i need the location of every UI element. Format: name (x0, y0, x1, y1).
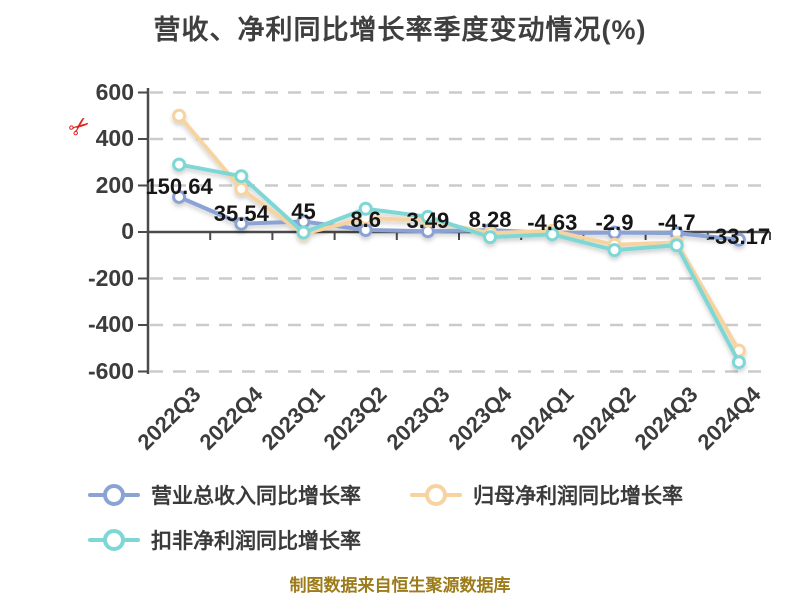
data-series (172, 108, 746, 370)
data-point[interactable] (172, 108, 187, 123)
y-tick-label: 600 (95, 78, 134, 105)
data-point[interactable] (545, 227, 560, 242)
legend-label: 扣非净利润同比增长率 (151, 530, 361, 553)
y-tick-label: -400 (87, 311, 134, 338)
data-point[interactable] (420, 209, 435, 224)
data-point[interactable] (234, 181, 249, 196)
data-point-label: -2.9 (595, 209, 634, 235)
legend-item-net-profit[interactable]: 归母净利润同比增长率 (410, 480, 683, 510)
legend-circle-icon (103, 529, 125, 551)
data-point-label: 8.6 (350, 207, 381, 232)
data-point[interactable] (172, 189, 187, 204)
legend-circle-icon (103, 484, 125, 506)
data-point[interactable] (358, 201, 373, 216)
y-tick-label: 400 (95, 125, 134, 152)
legend-label: 营业总收入同比增长率 (151, 485, 361, 508)
y-tick-label: -200 (87, 264, 134, 291)
series-line (177, 162, 741, 365)
data-point-label: -33.17 (707, 223, 771, 249)
data-point-label: 150.64 (145, 173, 213, 199)
data-point[interactable] (731, 232, 746, 247)
legend-line-marker (410, 484, 462, 506)
legend-label: 归母净利润同比增长率 (473, 485, 683, 508)
data-point-label: -4.7 (657, 210, 696, 236)
data-point[interactable] (483, 230, 498, 245)
legend-item-revenue[interactable]: 营业总收入同比增长率 (88, 480, 361, 510)
data-point[interactable] (607, 243, 622, 258)
data-point[interactable] (234, 169, 249, 184)
y-tick-label: 0 (121, 218, 134, 245)
data-point[interactable] (172, 157, 187, 172)
data-point-label: -4.63 (527, 210, 578, 236)
data-point[interactable] (234, 216, 249, 231)
y-tick-label: -600 (87, 357, 134, 384)
data-point[interactable] (296, 225, 311, 240)
legend-item-deducted-profit[interactable]: 扣非净利润同比增长率 (88, 525, 361, 555)
data-point[interactable] (669, 238, 684, 253)
data-point-label: 45 (291, 198, 316, 224)
series-line (177, 194, 741, 242)
legend-circle-icon (425, 484, 447, 506)
data-point-label: 35.54 (213, 200, 269, 226)
legend-line-marker (88, 529, 140, 551)
data-point-label: 8.28 (468, 207, 512, 233)
data-source-footer: 制图数据来自恒生聚源数据库 (289, 576, 511, 595)
y-tick-label: 200 (95, 171, 134, 198)
data-point-label: 3.49 (406, 208, 450, 234)
chart-title: 营收、净利同比增长率季度变动情况(%) (153, 15, 647, 45)
legend-line-marker (88, 484, 140, 506)
data-point[interactable] (731, 355, 746, 370)
